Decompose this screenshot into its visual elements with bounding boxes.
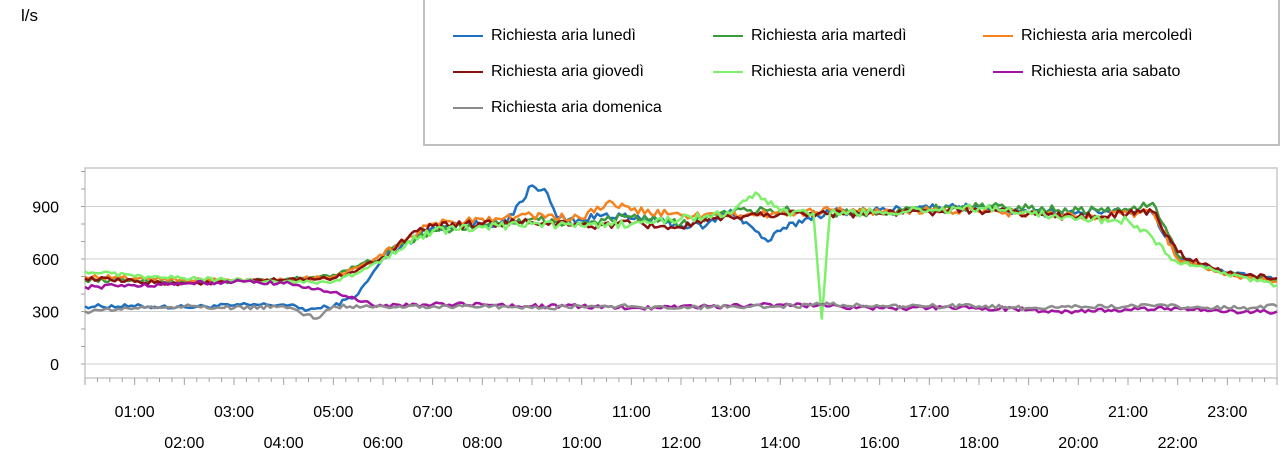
y-axis-tick-labels: 0 300 600 900	[32, 200, 59, 375]
legend-label-sabato: Richiesta aria sabato	[1031, 63, 1181, 80]
legend-swatch-lunedi	[453, 35, 483, 37]
legend-label-lunedi: Richiesta aria lunedì	[491, 27, 636, 44]
x-tick-label: 13:00	[711, 404, 751, 421]
x-tick-label: 08:00	[462, 435, 502, 452]
x-tick-label: 21:00	[1108, 404, 1148, 421]
x-axis-tick-labels: 01:00 03:00 05:00 07:00 09:00 11:00 13:00 15:00…	[115, 404, 1248, 452]
x-tick-label: 04:00	[264, 435, 304, 452]
legend-item-sabato[interactable]: Richiesta aria sabato	[993, 62, 1180, 82]
legend-swatch-sabato	[993, 71, 1023, 73]
legend-item-domenica[interactable]: Richiesta aria domenica	[453, 98, 662, 118]
legend-swatch-mercoledi	[983, 35, 1013, 37]
legend-swatch-martedi	[713, 35, 743, 37]
legend-label-venerdi: Richiesta aria venerdì	[751, 63, 906, 80]
legend-swatch-domenica	[453, 107, 483, 109]
legend-label-domenica: Richiesta aria domenica	[491, 99, 662, 116]
y-axis-unit-label: l/s	[21, 6, 38, 25]
series-line-1	[84, 184, 1278, 313]
x-tick-label: 17:00	[909, 404, 949, 421]
legend-item-martedi[interactable]: Richiesta aria martedì	[713, 26, 907, 46]
legend-swatch-venerdi	[713, 71, 743, 73]
chart-legend: Richiesta aria lunedì Richiesta aria mar…	[423, 0, 1280, 146]
series-line-7	[84, 301, 1278, 320]
legend-item-venerdi[interactable]: Richiesta aria venerdì	[713, 62, 906, 82]
x-tick-label: 07:00	[413, 404, 453, 421]
x-tick-label: 09:00	[512, 404, 552, 421]
x-tick-label: 20:00	[1058, 435, 1098, 452]
legend-label-giovedi: Richiesta aria giovedì	[491, 63, 644, 80]
x-tick-label: 05:00	[313, 404, 353, 421]
x-tick-label: 10:00	[562, 435, 602, 452]
chart-axes	[81, 167, 1278, 385]
plot-area-border	[84, 167, 1278, 379]
x-tick-label: 12:00	[661, 435, 701, 452]
x-tick-label: 06:00	[363, 435, 403, 452]
legend-item-lunedi[interactable]: Richiesta aria lunedì	[453, 26, 636, 46]
x-tick-label: 01:00	[115, 404, 155, 421]
legend-label-mercoledi: Richiesta aria mercoledì	[1021, 27, 1193, 44]
x-tick-label: 02:00	[164, 435, 204, 452]
x-tick-label: 22:00	[1158, 435, 1198, 452]
x-tick-label: 15:00	[810, 404, 850, 421]
y-tick-label-600: 600	[32, 252, 59, 269]
y-tick-label-0: 0	[50, 357, 59, 374]
legend-item-giovedi[interactable]: Richiesta aria giovedì	[453, 62, 644, 82]
legend-swatch-giovedi	[453, 71, 483, 73]
x-tick-label: 19:00	[1009, 404, 1049, 421]
y-tick-label-900: 900	[32, 200, 59, 217]
x-tick-label: 03:00	[214, 404, 254, 421]
x-tick-label: 14:00	[760, 435, 800, 452]
legend-label-martedi: Richiesta aria martedì	[751, 27, 907, 44]
legend-item-mercoledi[interactable]: Richiesta aria mercoledì	[983, 26, 1193, 46]
x-tick-label: 23:00	[1207, 404, 1247, 421]
x-tick-label: 11:00	[612, 404, 651, 421]
y-tick-label-300: 300	[32, 305, 59, 322]
x-tick-label: 16:00	[860, 435, 900, 452]
x-tick-label: 18:00	[959, 435, 999, 452]
chart-series	[84, 184, 1278, 320]
